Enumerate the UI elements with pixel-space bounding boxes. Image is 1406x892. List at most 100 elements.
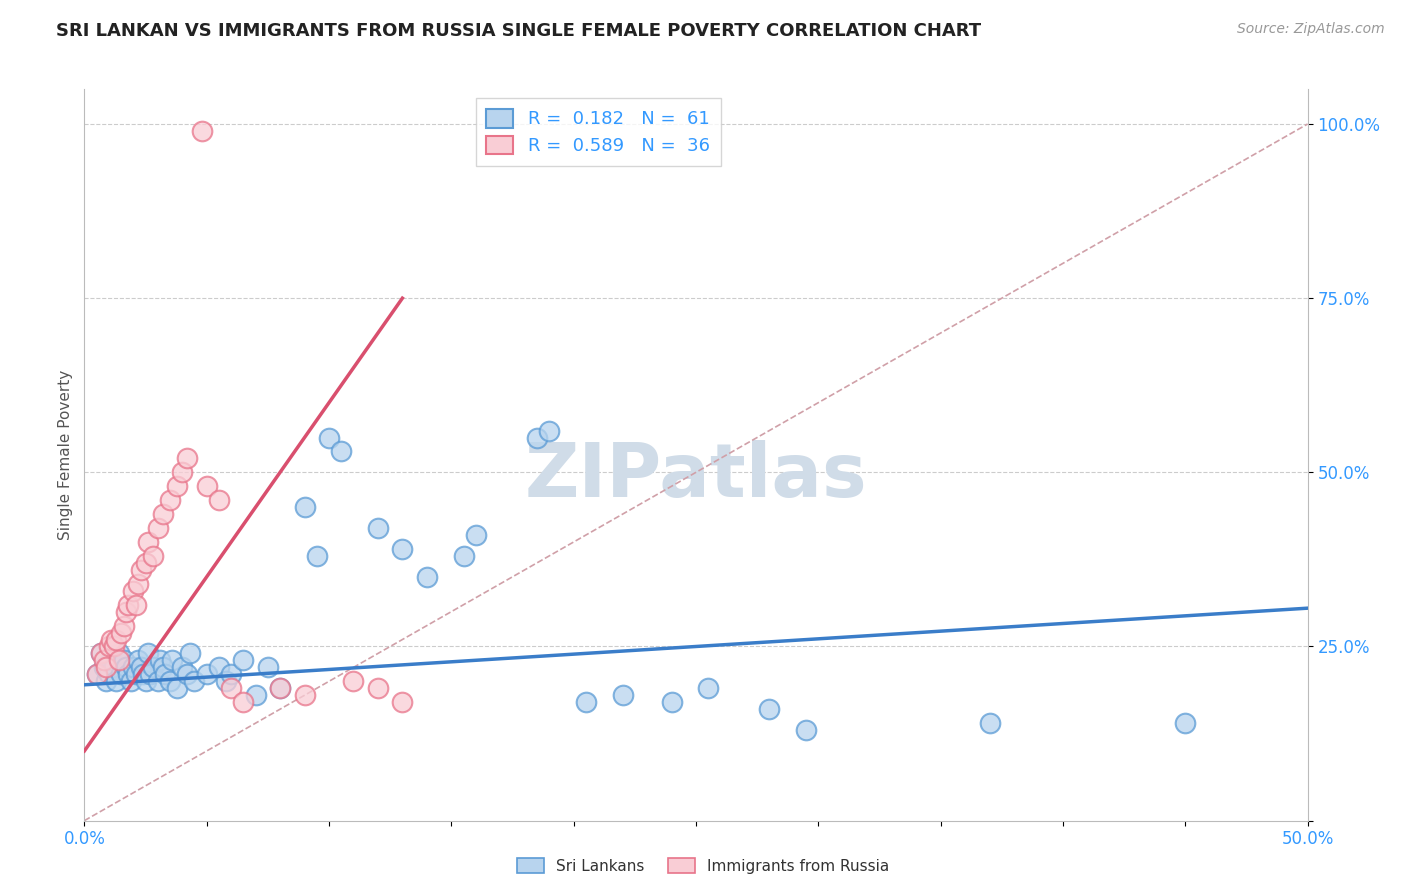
Point xyxy=(195,479,218,493)
Point xyxy=(159,674,181,689)
Point xyxy=(464,528,486,542)
Point xyxy=(166,681,188,696)
Point xyxy=(132,667,155,681)
Point xyxy=(136,535,159,549)
Point xyxy=(103,660,125,674)
Point xyxy=(146,674,169,689)
Point xyxy=(257,660,280,674)
Point xyxy=(97,640,120,654)
Point xyxy=(110,667,132,681)
Point xyxy=(538,424,561,438)
Point xyxy=(112,653,135,667)
Point xyxy=(342,674,364,689)
Point xyxy=(96,660,118,674)
Point xyxy=(120,674,142,689)
Point xyxy=(367,681,389,696)
Point xyxy=(159,493,181,508)
Point xyxy=(93,653,115,667)
Point xyxy=(153,667,176,681)
Point xyxy=(191,124,214,138)
Point xyxy=(219,667,242,681)
Point xyxy=(1174,716,1197,731)
Point xyxy=(105,674,128,689)
Point xyxy=(612,688,634,702)
Text: SRI LANKAN VS IMMIGRANTS FROM RUSSIA SINGLE FEMALE POVERTY CORRELATION CHART: SRI LANKAN VS IMMIGRANTS FROM RUSSIA SIN… xyxy=(56,22,981,40)
Point xyxy=(127,653,149,667)
Point xyxy=(127,576,149,591)
Point xyxy=(129,660,152,674)
Point xyxy=(112,618,135,632)
Point xyxy=(367,521,389,535)
Point xyxy=(152,507,174,521)
Point xyxy=(176,667,198,681)
Point xyxy=(661,695,683,709)
Point xyxy=(979,716,1001,731)
Point xyxy=(453,549,475,563)
Point xyxy=(526,430,548,444)
Point xyxy=(122,583,145,598)
Point xyxy=(142,549,165,563)
Point xyxy=(269,681,291,696)
Point xyxy=(208,660,231,674)
Point xyxy=(129,563,152,577)
Point xyxy=(93,660,115,674)
Point xyxy=(232,695,254,709)
Point xyxy=(172,466,194,480)
Point xyxy=(125,598,148,612)
Point xyxy=(172,660,194,674)
Point xyxy=(391,695,413,709)
Point xyxy=(215,674,238,689)
Point xyxy=(100,653,122,667)
Point xyxy=(115,605,138,619)
Point xyxy=(162,653,184,667)
Point xyxy=(90,647,112,661)
Point xyxy=(269,681,291,696)
Point xyxy=(139,667,162,681)
Point xyxy=(103,640,125,654)
Point xyxy=(136,647,159,661)
Point xyxy=(166,479,188,493)
Legend: Sri Lankans, Immigrants from Russia: Sri Lankans, Immigrants from Russia xyxy=(510,852,896,880)
Legend: R =  0.182   N =  61, R =  0.589   N =  36: R = 0.182 N = 61, R = 0.589 N = 36 xyxy=(475,98,721,166)
Point xyxy=(135,556,157,570)
Point xyxy=(122,660,145,674)
Point xyxy=(152,660,174,674)
Point xyxy=(117,667,139,681)
Point xyxy=(115,660,138,674)
Point xyxy=(794,723,817,737)
Point xyxy=(697,681,720,696)
Point xyxy=(107,647,129,661)
Point xyxy=(149,653,172,667)
Point xyxy=(86,667,108,681)
Point xyxy=(195,667,218,681)
Point xyxy=(208,493,231,508)
Point xyxy=(245,688,267,702)
Point xyxy=(96,674,118,689)
Point xyxy=(125,667,148,681)
Point xyxy=(142,660,165,674)
Point xyxy=(183,674,205,689)
Point xyxy=(305,549,328,563)
Point xyxy=(416,570,439,584)
Point xyxy=(100,632,122,647)
Point xyxy=(146,521,169,535)
Point xyxy=(575,695,598,709)
Point xyxy=(294,500,316,515)
Point xyxy=(107,653,129,667)
Point xyxy=(86,667,108,681)
Point xyxy=(110,625,132,640)
Point xyxy=(318,430,340,444)
Point xyxy=(135,674,157,689)
Point xyxy=(105,632,128,647)
Point xyxy=(90,647,112,661)
Point xyxy=(97,667,120,681)
Text: Source: ZipAtlas.com: Source: ZipAtlas.com xyxy=(1237,22,1385,37)
Point xyxy=(176,451,198,466)
Point xyxy=(117,598,139,612)
Point xyxy=(391,541,413,556)
Point xyxy=(294,688,316,702)
Point xyxy=(219,681,242,696)
Point xyxy=(758,702,780,716)
Text: ZIPatlas: ZIPatlas xyxy=(524,441,868,514)
Point xyxy=(330,444,353,458)
